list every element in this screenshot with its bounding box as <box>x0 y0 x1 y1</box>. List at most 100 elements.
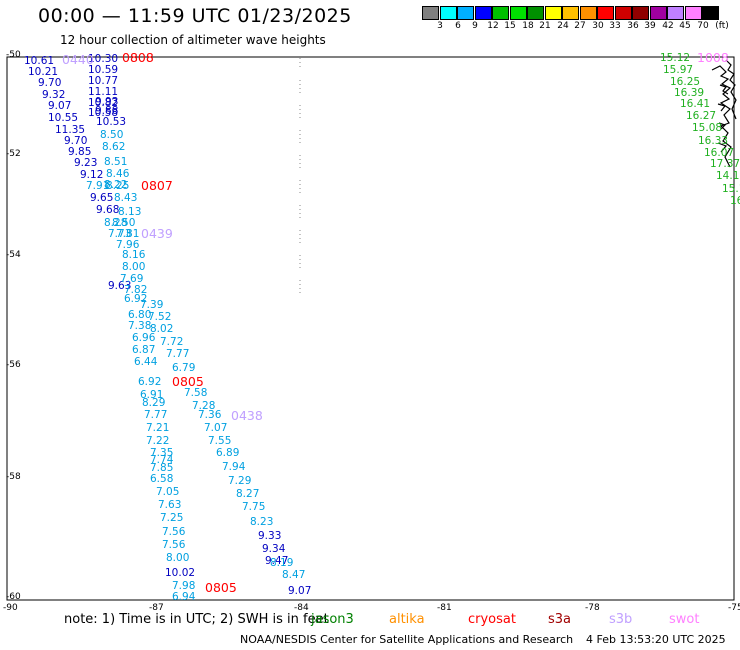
wave-height-value: 7.85 <box>150 462 174 474</box>
wave-height-value: 8.62 <box>102 141 126 153</box>
wave-height-value: 8.02 <box>150 323 174 335</box>
wave-height-value: 9.34 <box>262 543 286 555</box>
wave-height-value: 11.35 <box>55 124 86 136</box>
wave-height-value: 16.27 <box>686 110 717 122</box>
color-swatch-label: 3 <box>437 21 443 31</box>
wave-height-value: 15.1 <box>722 183 740 195</box>
wave-height-value: 8.46 <box>106 168 130 180</box>
wave-height-value: 9.88 <box>95 105 119 117</box>
latitude-label: -60 <box>6 592 21 602</box>
wave-height-value: 10.58 <box>88 107 119 119</box>
color-swatch <box>440 6 457 20</box>
wave-height-value: 16.33 <box>698 135 729 147</box>
color-swatch-label: 18 <box>522 21 534 31</box>
wave-height-value: 9.63 <box>108 280 132 292</box>
wave-height-value: 7.98 <box>172 580 196 592</box>
pass-time-label: 0807 <box>141 178 173 193</box>
wave-height-value: 7.07 <box>204 422 228 434</box>
wave-height-value: 7.58 <box>184 387 208 399</box>
wave-height-value: 9.65 <box>90 192 114 204</box>
wave-height-value: 8.13 <box>118 206 142 218</box>
wave-height-value: 7.56 <box>162 539 186 551</box>
wave-height-value: 7.75 <box>242 501 266 513</box>
wave-height-value: 8.00 <box>166 552 190 564</box>
wave-height-value: 7.74 <box>150 454 174 466</box>
wave-height-value: 10.02 <box>165 567 196 579</box>
longitude-label: -87 <box>149 603 164 613</box>
wave-height-value: 9.85 <box>68 146 92 158</box>
wave-height-value: 16 <box>730 195 740 207</box>
wave-height-value: 17.37 <box>710 158 740 170</box>
color-swatch-label: 36 <box>627 21 639 31</box>
wave-height-value: 8.22 <box>104 179 128 191</box>
wave-height-value: 9.47 <box>265 555 289 567</box>
map-border <box>6 56 735 601</box>
wave-height-value: 6.96 <box>132 332 156 344</box>
color-swatch <box>422 6 439 20</box>
wave-height-value: 16.41 <box>680 98 711 110</box>
wave-height-value: 15.12 <box>660 52 691 64</box>
wave-height-value: 7.55 <box>208 435 232 447</box>
footnote: note: 1) Time is in UTC; 2) SWH is in fe… <box>64 612 329 627</box>
wave-height-value: 7.38 <box>128 320 152 332</box>
color-swatch <box>667 6 684 20</box>
color-swatch <box>580 6 597 20</box>
wave-height-value: 7.63 <box>158 499 182 511</box>
wave-height-value: 10.82 <box>88 97 119 109</box>
wave-height-value: 10.77 <box>88 75 119 87</box>
wave-height-value: 14.1 <box>716 170 740 182</box>
longitude-label: -90 <box>3 603 18 613</box>
wave-height-value: 11.11 <box>88 86 119 98</box>
wave-height-value: 7.29 <box>228 475 252 487</box>
wave-height-value: 7.94 <box>222 461 246 473</box>
satellite-legend-item: cryosat <box>468 612 516 627</box>
wave-height-value: 8.00 <box>122 261 146 273</box>
satellite-legend-item: s3a <box>548 612 572 627</box>
wave-height-value: 8.51 <box>104 156 128 168</box>
wave-height-value: 7.77 <box>144 409 168 421</box>
wave-height-value: 9.32 <box>42 89 66 101</box>
color-swatch <box>527 6 544 20</box>
wave-height-value: 7.39 <box>140 299 164 311</box>
generated-timestamp: 4 Feb 13:53:20 UTC 2025 <box>586 633 726 646</box>
wave-height-value: 7.73 <box>108 228 132 240</box>
latitude-label: -54 <box>6 250 21 260</box>
wave-height-value: 6.79 <box>172 362 196 374</box>
latitude-label: -52 <box>6 149 21 159</box>
color-swatch-label: 39 <box>644 21 656 31</box>
color-swatch-label: 24 <box>557 21 569 31</box>
wave-height-value: 9.12 <box>80 169 104 181</box>
latitude-label: -50 <box>6 50 21 60</box>
wave-height-value: 7.77 <box>166 348 190 360</box>
wave-height-value: 7.56 <box>162 526 186 538</box>
pass-time-label: 0808 <box>122 50 154 65</box>
wave-height-value: 8.16 <box>122 249 146 261</box>
wave-height-value: 8.29 <box>142 397 166 409</box>
pass-time-label: 0439 <box>141 226 173 241</box>
wave-height-value: 10.53 <box>96 116 127 128</box>
wave-height-value: 8.50 <box>112 217 136 229</box>
wave-height-value: 8.50 <box>100 129 124 141</box>
wave-height-value: 6.80 <box>128 309 152 321</box>
wave-height-value: 15.08 <box>692 122 723 134</box>
color-swatch <box>632 6 649 20</box>
color-swatch-label: 21 <box>539 21 551 31</box>
color-swatch <box>510 6 527 20</box>
wave-height-value: 7.05 <box>156 486 180 498</box>
wave-height-value: 9.07 <box>288 585 312 597</box>
longitude-label: -75 <box>728 603 740 613</box>
pass-time-label: 1008 <box>697 50 729 65</box>
color-swatch <box>615 6 632 20</box>
color-swatch-label: 6 <box>455 21 461 31</box>
wave-height-value: 9.23 <box>74 157 98 169</box>
wave-height-value: 6.87 <box>132 344 156 356</box>
satellite-legend-item: altika <box>389 612 425 627</box>
color-swatch <box>685 6 702 20</box>
color-swatch-label: 15 <box>504 21 516 31</box>
wave-height-value: 10.55 <box>48 112 79 124</box>
longitude-label: -81 <box>437 603 452 613</box>
color-swatch <box>702 6 719 20</box>
wave-height-value: 7.35 <box>150 447 174 459</box>
